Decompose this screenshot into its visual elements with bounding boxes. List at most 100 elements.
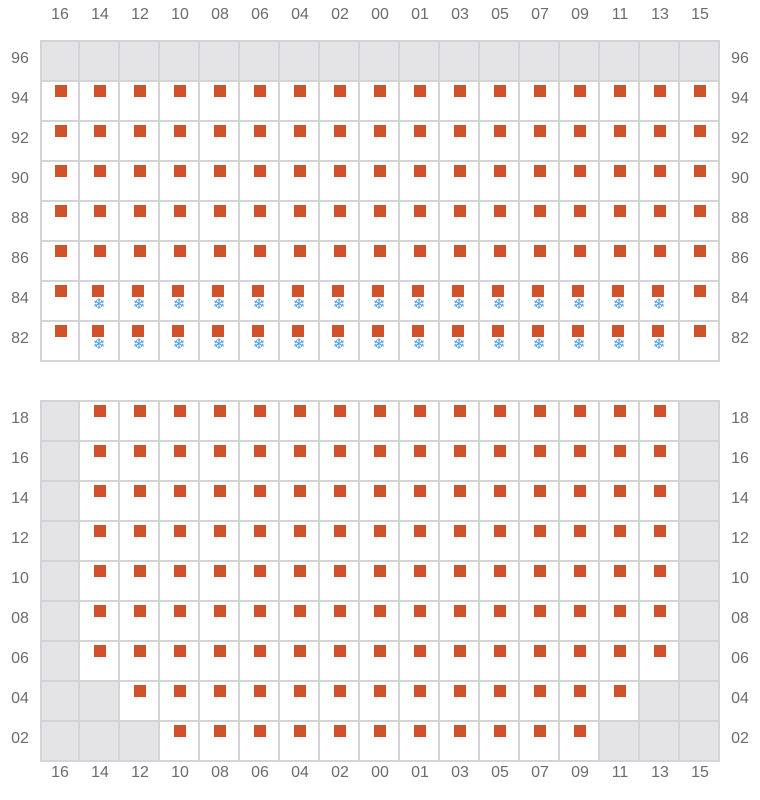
grid-cell-occupied[interactable]: [360, 562, 400, 602]
grid-cell-occupied[interactable]: [280, 122, 320, 162]
grid-cell-occupied-frozen[interactable]: ❄: [80, 282, 120, 322]
grid-cell-occupied[interactable]: [480, 122, 520, 162]
grid-cell-occupied[interactable]: [280, 402, 320, 442]
grid-cell-occupied[interactable]: [560, 602, 600, 642]
grid-cell-occupied[interactable]: [200, 482, 240, 522]
grid-cell-occupied[interactable]: [480, 642, 520, 682]
grid-cell-occupied[interactable]: [600, 202, 640, 242]
grid-cell-occupied[interactable]: [560, 522, 600, 562]
grid-cell-occupied[interactable]: [640, 522, 680, 562]
grid-cell-occupied[interactable]: [600, 122, 640, 162]
grid-cell-occupied[interactable]: [560, 442, 600, 482]
grid-cell-occupied[interactable]: [600, 82, 640, 122]
grid-cell-occupied[interactable]: [480, 482, 520, 522]
grid-cell-occupied[interactable]: [200, 602, 240, 642]
grid-cell-occupied[interactable]: [400, 162, 440, 202]
grid-cell-occupied[interactable]: [600, 242, 640, 282]
grid-cell-occupied[interactable]: [160, 242, 200, 282]
grid-cell-occupied[interactable]: [240, 602, 280, 642]
grid-cell-occupied[interactable]: [200, 722, 240, 762]
grid-cell-occupied[interactable]: [280, 682, 320, 722]
grid-cell-occupied[interactable]: [42, 282, 80, 322]
grid-cell-occupied-frozen[interactable]: ❄: [120, 322, 160, 362]
grid-cell-occupied[interactable]: [640, 482, 680, 522]
grid-cell-occupied[interactable]: [480, 722, 520, 762]
grid-cell-occupied-frozen[interactable]: ❄: [480, 322, 520, 362]
grid-cell-occupied[interactable]: [440, 122, 480, 162]
grid-cell-occupied[interactable]: [440, 442, 480, 482]
grid-cell-occupied[interactable]: [400, 522, 440, 562]
grid-cell-occupied[interactable]: [200, 402, 240, 442]
grid-cell-occupied[interactable]: [480, 442, 520, 482]
grid-cell-occupied[interactable]: [120, 202, 160, 242]
grid-cell-occupied[interactable]: [360, 522, 400, 562]
grid-cell-occupied[interactable]: [200, 682, 240, 722]
grid-cell-occupied[interactable]: [280, 442, 320, 482]
grid-cell-occupied[interactable]: [200, 202, 240, 242]
grid-cell-occupied[interactable]: [80, 402, 120, 442]
grid-cell-occupied[interactable]: [440, 482, 480, 522]
grid-cell-occupied[interactable]: [360, 82, 400, 122]
grid-cell-occupied[interactable]: [400, 202, 440, 242]
grid-cell-occupied[interactable]: [120, 482, 160, 522]
grid-cell-occupied[interactable]: [160, 602, 200, 642]
grid-cell-occupied[interactable]: [42, 202, 80, 242]
grid-cell-occupied[interactable]: [160, 522, 200, 562]
grid-cell-occupied[interactable]: [640, 122, 680, 162]
grid-cell-occupied[interactable]: [280, 162, 320, 202]
grid-cell-occupied[interactable]: [280, 82, 320, 122]
grid-cell-occupied-frozen[interactable]: ❄: [160, 282, 200, 322]
grid-cell-occupied-frozen[interactable]: ❄: [320, 322, 360, 362]
grid-cell-occupied[interactable]: [240, 642, 280, 682]
grid-cell-occupied[interactable]: [480, 82, 520, 122]
grid-cell-occupied[interactable]: [680, 282, 720, 322]
grid-cell-occupied-frozen[interactable]: ❄: [320, 282, 360, 322]
grid-cell-occupied[interactable]: [120, 122, 160, 162]
grid-cell-occupied[interactable]: [360, 682, 400, 722]
grid-cell-occupied-frozen[interactable]: ❄: [80, 322, 120, 362]
grid-cell-occupied[interactable]: [600, 402, 640, 442]
grid-cell-occupied[interactable]: [320, 602, 360, 642]
grid-cell-occupied[interactable]: [360, 202, 400, 242]
grid-cell-occupied-frozen[interactable]: ❄: [280, 282, 320, 322]
grid-cell-occupied-frozen[interactable]: ❄: [200, 322, 240, 362]
grid-cell-occupied[interactable]: [400, 242, 440, 282]
grid-cell-occupied-frozen[interactable]: ❄: [600, 322, 640, 362]
grid-cell-occupied[interactable]: [80, 642, 120, 682]
grid-cell-occupied[interactable]: [600, 562, 640, 602]
grid-cell-occupied[interactable]: [80, 482, 120, 522]
grid-cell-occupied[interactable]: [160, 562, 200, 602]
grid-cell-occupied[interactable]: [42, 242, 80, 282]
grid-cell-occupied[interactable]: [600, 482, 640, 522]
grid-cell-occupied[interactable]: [560, 642, 600, 682]
grid-cell-occupied[interactable]: [640, 242, 680, 282]
grid-cell-occupied[interactable]: [600, 162, 640, 202]
grid-cell-occupied[interactable]: [320, 402, 360, 442]
grid-cell-occupied[interactable]: [200, 242, 240, 282]
grid-cell-occupied[interactable]: [120, 562, 160, 602]
grid-cell-occupied[interactable]: [560, 482, 600, 522]
grid-cell-occupied-frozen[interactable]: ❄: [280, 322, 320, 362]
grid-cell-occupied[interactable]: [80, 202, 120, 242]
grid-cell-occupied[interactable]: [400, 442, 440, 482]
grid-cell-occupied-frozen[interactable]: ❄: [640, 282, 680, 322]
grid-cell-occupied-frozen[interactable]: ❄: [640, 322, 680, 362]
grid-cell-occupied[interactable]: [480, 202, 520, 242]
grid-cell-occupied[interactable]: [360, 122, 400, 162]
grid-cell-occupied-frozen[interactable]: ❄: [440, 282, 480, 322]
grid-cell-occupied[interactable]: [440, 642, 480, 682]
grid-cell-occupied[interactable]: [640, 162, 680, 202]
grid-cell-occupied[interactable]: [320, 562, 360, 602]
grid-cell-occupied[interactable]: [440, 202, 480, 242]
grid-cell-occupied[interactable]: [280, 522, 320, 562]
grid-cell-occupied[interactable]: [520, 242, 560, 282]
grid-cell-occupied-frozen[interactable]: ❄: [360, 322, 400, 362]
grid-cell-occupied-frozen[interactable]: ❄: [240, 282, 280, 322]
grid-cell-occupied[interactable]: [120, 522, 160, 562]
grid-cell-occupied[interactable]: [360, 722, 400, 762]
grid-cell-occupied[interactable]: [360, 442, 400, 482]
grid-cell-occupied[interactable]: [240, 442, 280, 482]
grid-cell-occupied[interactable]: [680, 82, 720, 122]
grid-cell-occupied[interactable]: [200, 162, 240, 202]
grid-cell-occupied[interactable]: [200, 522, 240, 562]
